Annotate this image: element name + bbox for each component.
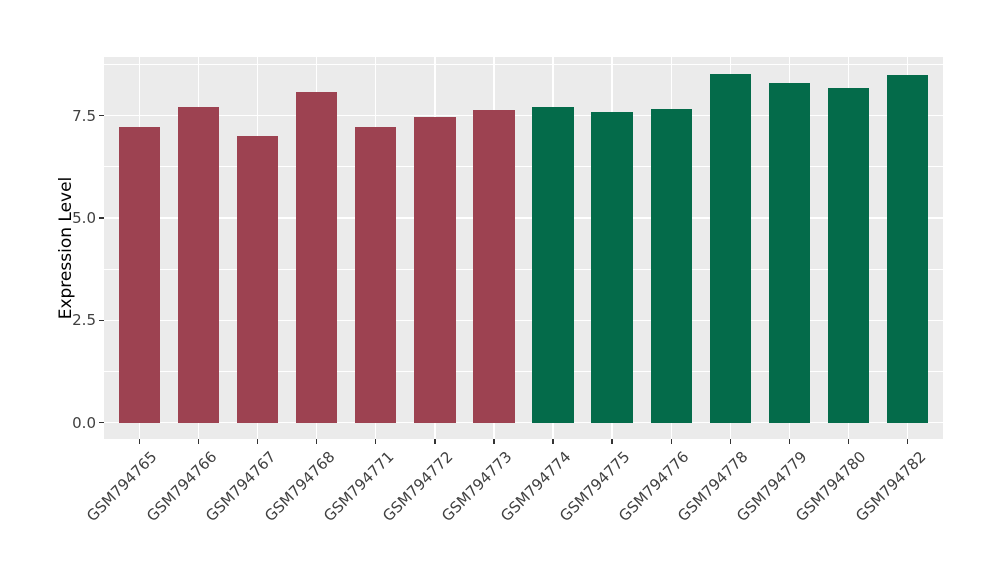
bar-GSM794778 [709, 73, 751, 423]
y-tick-label: 2.5 [72, 311, 96, 330]
x-tick-mark [670, 439, 672, 444]
bar-GSM794775 [591, 112, 633, 423]
bar-GSM794767 [236, 135, 279, 423]
x-tick-label: GSM794765 [83, 447, 161, 526]
bar-GSM794765 [118, 126, 161, 423]
x-tick-mark [256, 439, 259, 444]
bar-GSM794774 [532, 106, 574, 423]
bar-GSM794779 [768, 83, 811, 423]
y-tick-mark [99, 115, 104, 117]
gridline-minor [104, 166, 943, 168]
gridline-minor [104, 64, 943, 65]
x-tick-mark [138, 439, 141, 444]
x-tick-mark [729, 439, 731, 444]
x-tick-mark [788, 439, 791, 444]
x-tick-mark [375, 439, 377, 444]
bar-GSM794766 [177, 107, 220, 423]
gridline-major [104, 319, 943, 322]
y-tick-label: 5.0 [72, 209, 96, 228]
x-tick-mark [552, 439, 554, 444]
bar-GSM794772 [414, 116, 456, 423]
x-tick-mark [197, 439, 200, 444]
gridline-major [104, 217, 943, 219]
y-tick-mark [99, 319, 104, 322]
gridline-minor [104, 371, 943, 372]
x-tick-mark [434, 439, 436, 444]
x-tick-mark [493, 439, 495, 444]
plot-panel [104, 56, 943, 439]
gridline-major [104, 115, 943, 117]
x-tick-mark [611, 439, 613, 444]
gridline-major [104, 422, 943, 424]
bar-GSM794773 [473, 110, 515, 423]
y-tick-mark [99, 422, 104, 424]
y-tick-label: 7.5 [72, 106, 96, 125]
gridline-minor [104, 268, 943, 270]
bar-GSM794768 [296, 91, 338, 423]
y-tick-label: 0.0 [72, 413, 96, 432]
x-tick-mark [847, 439, 850, 444]
bar-GSM794771 [355, 127, 397, 423]
x-tick-mark [906, 439, 909, 444]
bar-GSM794776 [650, 108, 692, 423]
bar-GSM794780 [827, 87, 870, 423]
y-tick-mark [99, 217, 104, 219]
bar-GSM794782 [886, 75, 929, 423]
x-tick-mark [316, 439, 318, 444]
